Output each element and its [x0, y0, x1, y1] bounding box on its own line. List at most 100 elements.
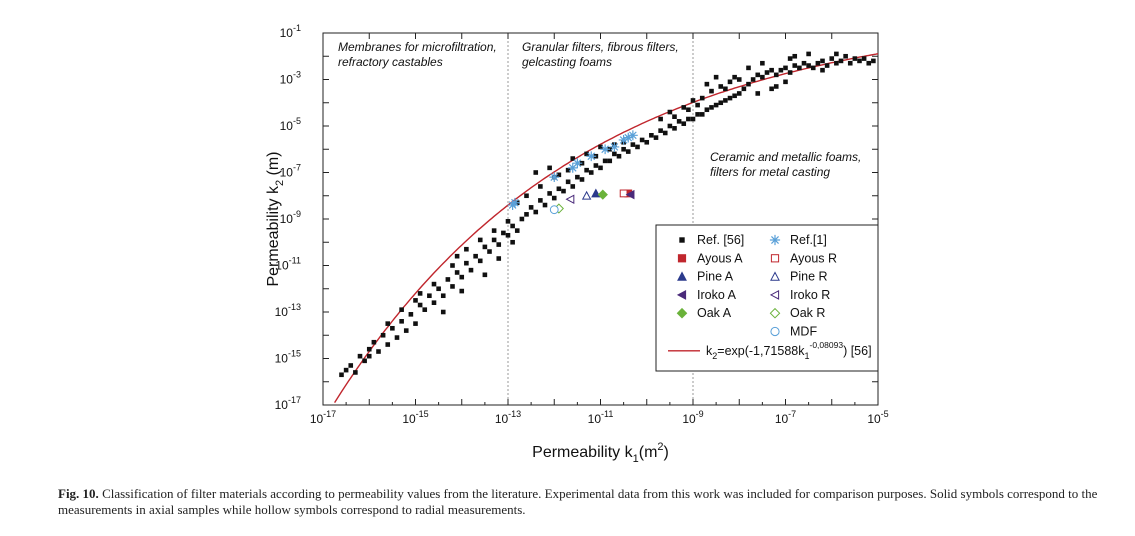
x-tick-label: 10-7: [775, 409, 796, 426]
legend-label-ref-1: Ref.[1]: [790, 233, 827, 247]
y-tick-label: 10-17: [275, 395, 301, 412]
point-ref-56: [861, 56, 867, 61]
legend-label-iroko-a: Iroko A: [697, 288, 737, 302]
point-ref-56: [380, 332, 386, 338]
point-ref-56: [362, 358, 367, 364]
legend-marker-pine-r: [770, 271, 780, 281]
point-ref-56: [667, 109, 673, 115]
point-ref-56: [718, 84, 724, 89]
legend-box: [655, 224, 879, 372]
point-ref-56: [723, 86, 728, 92]
point-ref-56: [524, 193, 529, 199]
point-ref-56: [450, 263, 455, 268]
point-pine-r: [581, 190, 592, 200]
point-ref-56: [385, 321, 391, 326]
point-ref-56: [769, 67, 774, 73]
point-ref-56: [769, 86, 774, 92]
point-ref-56: [667, 123, 673, 129]
x-tick-label: 10-17: [310, 409, 336, 426]
point-ref-56: [755, 91, 761, 96]
fit-curve: [334, 53, 879, 403]
point-ref-56: [727, 95, 733, 101]
point-ref-56: [760, 60, 765, 66]
x-tick-label: 10-13: [495, 409, 521, 426]
region-label-line: refractory castables: [338, 55, 443, 69]
point-ref-56: [528, 205, 534, 210]
point-ref-56: [496, 256, 502, 261]
point-ref-56: [440, 293, 446, 299]
y-tick-label: 10-5: [280, 116, 301, 133]
point-ref-56: [399, 307, 404, 312]
point-ref-56: [709, 88, 714, 94]
legend-label-ayous-a: Ayous A: [697, 251, 743, 265]
y-tick-label: 10-9: [280, 209, 301, 226]
region-label-line: filters for metal casting: [710, 165, 830, 179]
point-ref-56: [741, 86, 747, 92]
point-ref-1: [600, 144, 611, 155]
point-ref-56: [524, 212, 529, 217]
y-tick-label: 10-7: [280, 163, 301, 180]
point-ref-56: [538, 184, 543, 189]
point-ref-56: [533, 209, 539, 215]
x-tick-label: 10-5: [867, 409, 888, 426]
point-ref-56: [704, 107, 710, 113]
legend-label-pine-a: Pine A: [697, 270, 734, 284]
point-ref-56: [815, 60, 821, 66]
point-pine-a: [591, 188, 601, 198]
point-ref-56: [348, 363, 354, 368]
point-ref-56: [593, 163, 599, 168]
point-ref-56: [394, 335, 400, 340]
axes: 10-17 10-15 10-13 10-11 10-9 10-7 10-5 10-17 10-…: [265, 23, 889, 465]
point-ref-56: [343, 367, 349, 373]
point-ref-56: [477, 258, 483, 264]
point-ref-56: [450, 284, 455, 289]
point-ref-56: [713, 102, 719, 108]
point-ref-56: [417, 291, 423, 296]
point-ref-56: [686, 116, 691, 122]
point-ref-56: [699, 95, 705, 101]
caption-text: Classification of filter materials accor…: [58, 486, 1098, 517]
point-ref-56: [454, 253, 460, 259]
point-ref-56: [491, 237, 497, 243]
point-ref-56: [806, 63, 811, 68]
point-ref-56: [630, 142, 636, 147]
point-ref-56: [510, 239, 515, 245]
permeability-chart: 10-17 10-15 10-13 10-11 10-9 10-7 10-5 10-17 10-…: [265, 23, 889, 465]
point-ref-56: [699, 112, 705, 117]
point-ref-56: [496, 242, 502, 247]
legend-fit-label: k2=exp(-1,71588k1-0,08093) [56]: [706, 340, 872, 361]
point-ref-56: [598, 144, 603, 150]
point-ref-56: [658, 128, 663, 133]
point-ref-56: [385, 342, 391, 347]
region-label-line: Ceramic and metallic foams,: [710, 150, 861, 164]
point-ref-56: [459, 274, 465, 280]
point-oak-a: [597, 189, 608, 200]
point-ref-56: [718, 100, 724, 106]
legend-marker-ayous-a: [677, 254, 687, 263]
point-ref-56: [852, 56, 858, 61]
point-ref-56: [445, 277, 451, 282]
point-ref-56: [783, 79, 788, 85]
point-ref-56: [732, 74, 737, 80]
point-ref-56: [505, 232, 511, 238]
point-ref-56: [843, 53, 848, 59]
point-ref-56: [602, 158, 608, 164]
legend-marker-ref-56: [679, 237, 685, 243]
point-ref-56: [792, 63, 798, 68]
point-ref-56: [686, 107, 691, 113]
point-ref-56: [357, 353, 363, 359]
point-ref-1: [609, 142, 620, 152]
point-ref-56: [820, 58, 825, 64]
point-ref-1: [567, 162, 578, 173]
point-ref-1: [549, 172, 560, 183]
point-ref-56: [695, 102, 700, 108]
point-ref-56: [431, 281, 437, 287]
point-ref-56: [482, 272, 488, 278]
point-ref-56: [612, 151, 617, 157]
legend-marker-ref-1: [769, 234, 781, 246]
point-ref-56: [538, 198, 543, 203]
point-ref-1: [618, 135, 629, 145]
region-label-line: gelcasting foams: [522, 55, 612, 69]
point-ref-56: [695, 112, 700, 117]
point-ref-56: [871, 58, 876, 64]
